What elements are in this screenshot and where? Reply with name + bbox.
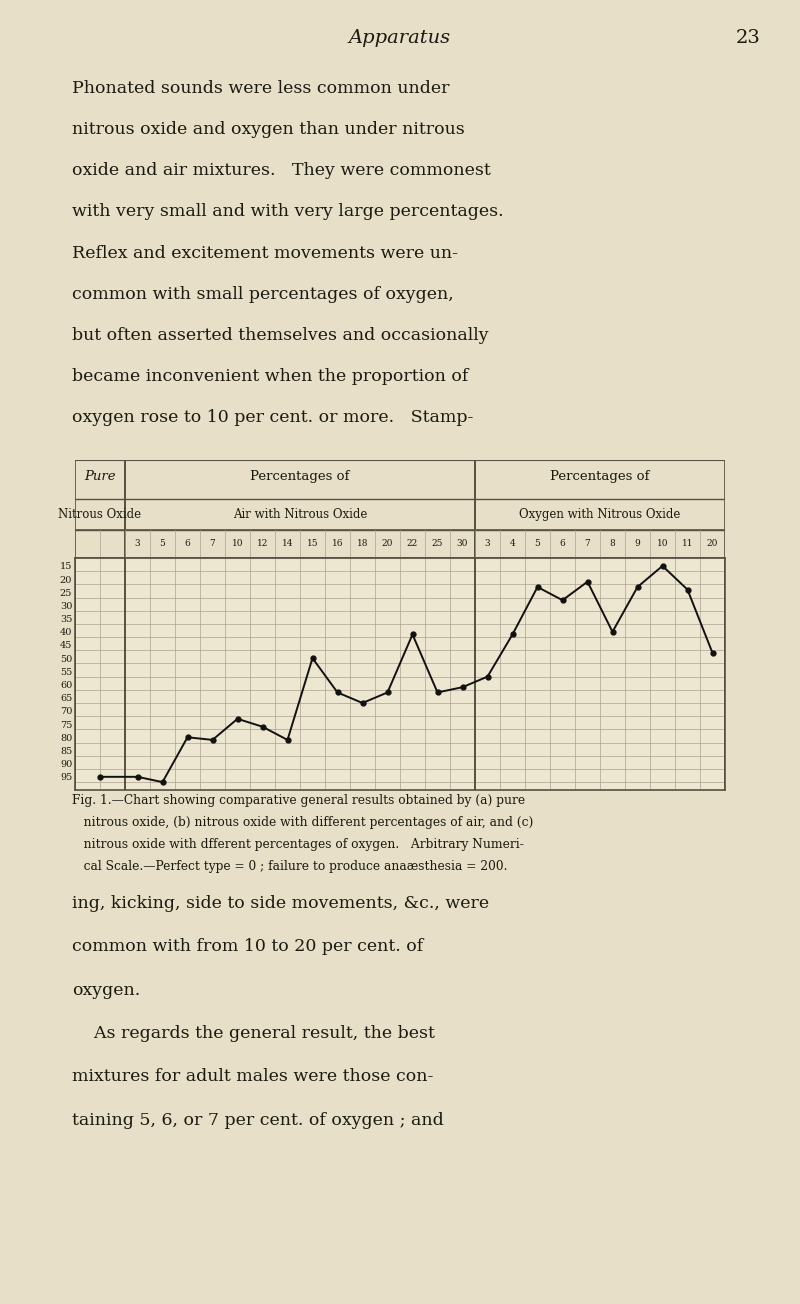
Text: 12: 12 (257, 540, 268, 549)
Text: common with small percentages of oxygen,: common with small percentages of oxygen, (72, 286, 454, 303)
Text: Percentages of: Percentages of (250, 471, 350, 484)
Text: 4: 4 (510, 540, 515, 549)
Text: common with from 10 to 20 per cent. of: common with from 10 to 20 per cent. of (72, 939, 423, 956)
Text: 10: 10 (232, 540, 243, 549)
Text: 20: 20 (382, 540, 393, 549)
Text: Nitrous Oxide: Nitrous Oxide (58, 509, 142, 522)
Text: 30: 30 (457, 540, 468, 549)
Text: Air with Nitrous Oxide: Air with Nitrous Oxide (233, 509, 367, 522)
Text: 22: 22 (407, 540, 418, 549)
Text: 18: 18 (357, 540, 368, 549)
Text: 8: 8 (610, 540, 615, 549)
Text: 3: 3 (134, 540, 140, 549)
Text: 6: 6 (560, 540, 566, 549)
Text: Oxygen with Nitrous Oxide: Oxygen with Nitrous Oxide (519, 509, 681, 522)
Text: 7: 7 (585, 540, 590, 549)
Text: 5: 5 (534, 540, 541, 549)
Text: 25: 25 (432, 540, 443, 549)
Text: became inconvenient when the proportion of: became inconvenient when the proportion … (72, 368, 468, 385)
Text: As regards the general result, the best: As regards the general result, the best (72, 1025, 435, 1042)
Text: cal Scale.—Perfect type = 0 ; failure to produce anaæsthesia = 200.: cal Scale.—Perfect type = 0 ; failure to… (72, 861, 507, 874)
Text: 6: 6 (185, 540, 190, 549)
Text: 10: 10 (657, 540, 668, 549)
Text: 20: 20 (707, 540, 718, 549)
Text: 23: 23 (736, 29, 761, 47)
Text: Pure: Pure (84, 471, 116, 484)
Text: 7: 7 (210, 540, 215, 549)
Text: 9: 9 (634, 540, 640, 549)
Text: nitrous oxide with dfferent percentages of oxygen.   Arbitrary Numeri-: nitrous oxide with dfferent percentages … (72, 838, 524, 852)
Text: Phonated sounds were less common under: Phonated sounds were less common under (72, 80, 450, 96)
Text: 5: 5 (159, 540, 166, 549)
Text: nitrous oxide, (b) nitrous oxide with different percentages of air, and (c): nitrous oxide, (b) nitrous oxide with di… (72, 816, 534, 829)
Text: nitrous oxide and oxygen than under nitrous: nitrous oxide and oxygen than under nitr… (72, 121, 465, 138)
Text: oxygen.: oxygen. (72, 982, 140, 999)
Text: oxide and air mixtures.   They were commonest: oxide and air mixtures. They were common… (72, 162, 490, 179)
Text: taining 5, 6, or 7 per cent. of oxygen ; and: taining 5, 6, or 7 per cent. of oxygen ;… (72, 1112, 444, 1129)
Text: 11: 11 (682, 540, 694, 549)
Text: Reflex and excitement movements were un-: Reflex and excitement movements were un- (72, 245, 458, 262)
Text: Apparatus: Apparatus (349, 29, 451, 47)
Text: with very small and with very large percentages.: with very small and with very large perc… (72, 203, 504, 220)
Text: but often asserted themselves and occasionally: but often asserted themselves and occasi… (72, 327, 489, 344)
Text: Fig. 1.—Chart showing comparative general results obtained by (a) pure: Fig. 1.—Chart showing comparative genera… (72, 794, 525, 807)
Text: 16: 16 (332, 540, 343, 549)
Text: ing, kicking, side to side movements, &c., were: ing, kicking, side to side movements, &c… (72, 895, 489, 911)
Text: mixtures for adult males were those con-: mixtures for adult males were those con- (72, 1068, 434, 1085)
Text: 14: 14 (282, 540, 294, 549)
Text: 15: 15 (306, 540, 318, 549)
Text: 3: 3 (485, 540, 490, 549)
Text: oxygen rose to 10 per cent. or more.   Stamp-: oxygen rose to 10 per cent. or more. Sta… (72, 409, 474, 426)
Text: Percentages of: Percentages of (550, 471, 650, 484)
